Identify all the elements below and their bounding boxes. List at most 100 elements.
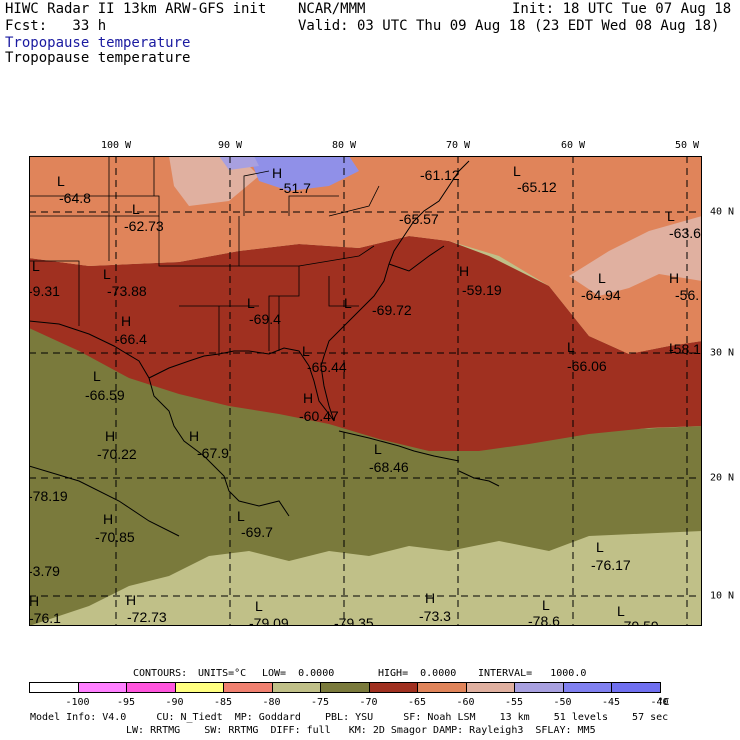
- center-value-label: -70.22: [97, 446, 137, 462]
- low-center-marker: L: [667, 208, 675, 224]
- center-value-label: -51.7: [279, 180, 311, 196]
- low-center-marker: L: [617, 603, 625, 619]
- lon-label-100w: 100 W: [100, 140, 132, 151]
- center-value-label: -66.59: [85, 387, 125, 403]
- low-center-marker: L: [237, 508, 245, 524]
- band-pink: [569, 216, 702, 296]
- low-center-marker: L: [32, 258, 40, 274]
- physics-info-line: LW: RRTMG SW: RRTMG DIFF: full KM: 2D Sm…: [126, 725, 596, 736]
- colorbar-swatch: [271, 682, 321, 693]
- colorbar-tick-label: -75: [310, 697, 330, 708]
- center-value-label: -66.06: [567, 358, 607, 374]
- high-center-marker: H: [126, 592, 136, 608]
- state-borders: [29, 156, 380, 356]
- lon-label-70w: 70 W: [445, 140, 471, 151]
- center-value-label: -79.59: [619, 618, 659, 626]
- center-value-label: -69.7: [241, 524, 273, 540]
- low-center-marker: L: [132, 201, 140, 217]
- units-label: UNITS=°C: [198, 668, 247, 679]
- center-value-label: -79.35: [334, 615, 374, 626]
- org-label: NCAR/MMM: [298, 1, 366, 17]
- field-name-2: Tropopause temperature: [5, 50, 191, 66]
- colorbar-tick-label: -65: [407, 697, 427, 708]
- colorbar-tick-label: -50: [553, 697, 572, 708]
- lat-label-40n: 40 N: [710, 206, 735, 218]
- center-value-label: -78.6: [528, 613, 560, 626]
- colorbar-tick-label: -60: [456, 697, 475, 708]
- low-center-marker: L: [302, 343, 310, 359]
- center-value-label: -67.9: [197, 445, 229, 461]
- center-value-label: -64.94: [581, 287, 621, 303]
- band-orange: [29, 156, 702, 354]
- high-label: HIGH= 0.0000: [378, 668, 457, 679]
- model-title: HIWC Radar II 13km ARW-GFS init: [5, 1, 267, 17]
- low-center-marker: L: [247, 295, 255, 311]
- field-name-1: Tropopause temperature: [5, 35, 191, 51]
- low-center-marker: L: [596, 539, 604, 555]
- center-value-label: -3.79: [29, 563, 60, 579]
- colorbar-tick-label: -90: [165, 697, 184, 708]
- high-center-marker: H: [272, 165, 282, 181]
- colorbar-tick-label: -55: [504, 697, 524, 708]
- high-center-marker: H: [189, 428, 199, 444]
- high-center-marker: H: [425, 590, 435, 606]
- low-center-marker: L: [255, 598, 263, 614]
- colorbar-swatch: [514, 682, 564, 693]
- center-value-label: -9.31: [29, 283, 60, 299]
- colorbar-swatch: [174, 682, 224, 693]
- lon-label-90w: 90 W: [217, 140, 243, 151]
- lat-label-10n: 10 N: [710, 590, 735, 602]
- colorbar-tick-label: -70: [359, 697, 378, 708]
- colorbar-tick-label: -45: [601, 697, 621, 708]
- forecast-hour: Fcst: 33 h: [5, 18, 107, 34]
- lon-label-60w: 60 W: [560, 140, 586, 151]
- high-center-marker: H: [105, 428, 115, 444]
- low-center-marker: L: [598, 270, 606, 286]
- low-center-marker: L: [93, 368, 101, 384]
- band-dark-red: [29, 236, 702, 451]
- center-value-label: -70.85: [95, 529, 135, 545]
- center-value-label: -61.12: [420, 167, 460, 183]
- colorbar-tick-label: -40: [650, 697, 669, 708]
- center-value-label: -64.8: [59, 190, 91, 206]
- low-center-marker: L: [669, 340, 677, 356]
- high-center-marker: H: [303, 390, 313, 406]
- center-value-label: -78.19: [29, 488, 68, 504]
- model-info-line: Model Info: V4.0 CU: N_Tiedt MP: Goddard…: [30, 712, 669, 723]
- interval-label: INTERVAL= 1000.0: [478, 668, 587, 679]
- colorbar-tick-label: °C: [657, 697, 670, 708]
- low-center-marker: L: [567, 339, 575, 355]
- center-value-label: -72.73: [127, 609, 167, 625]
- lat-label-30n: 30 N: [710, 347, 735, 359]
- high-center-marker: H: [459, 263, 469, 279]
- center-value-label: -65.44: [307, 359, 347, 375]
- valid-time: Valid: 03 UTC Thu 09 Aug 18 (23 EDT Wed …: [298, 18, 720, 34]
- center-value-label: -69.72: [372, 302, 412, 318]
- center-value-label: -63.6: [669, 225, 701, 241]
- low-center-marker: L: [374, 441, 382, 457]
- low-center-marker: L: [57, 173, 65, 189]
- low-center-marker: L: [542, 597, 550, 613]
- center-value-label: -59.19: [462, 282, 502, 298]
- init-time: Init: 18 UTC Tue 07 Aug 18: [512, 1, 732, 17]
- low-center-marker: L: [103, 266, 111, 282]
- colorbar-swatch: [320, 682, 370, 693]
- contours-label: CONTOURS:: [133, 668, 188, 679]
- colorbar-tick-label: -100: [65, 697, 90, 708]
- center-value-label: -73.88: [107, 283, 147, 299]
- colorbar-swatch: [223, 682, 273, 693]
- colorbar-swatch: [465, 682, 515, 693]
- coastlines: [29, 160, 500, 537]
- colorbar-swatch: [611, 682, 661, 693]
- center-value-label: -65.12: [517, 179, 557, 195]
- center-value-label: -56.: [675, 287, 699, 303]
- center-value-label: -79.09: [249, 615, 289, 626]
- center-value-label: -62.73: [124, 218, 164, 234]
- graticule: [29, 156, 702, 626]
- tropopause-temperature-map: L-64.8L-62.73H-51.7-61.12 L-65.12-65.57 L-…: [29, 156, 702, 626]
- center-value-label: -68.46: [369, 459, 409, 475]
- band-dark-olive: [29, 326, 702, 626]
- high-center-marker: H: [121, 313, 131, 329]
- high-center-marker: H: [103, 511, 113, 527]
- center-value-label: -69.4: [249, 311, 281, 327]
